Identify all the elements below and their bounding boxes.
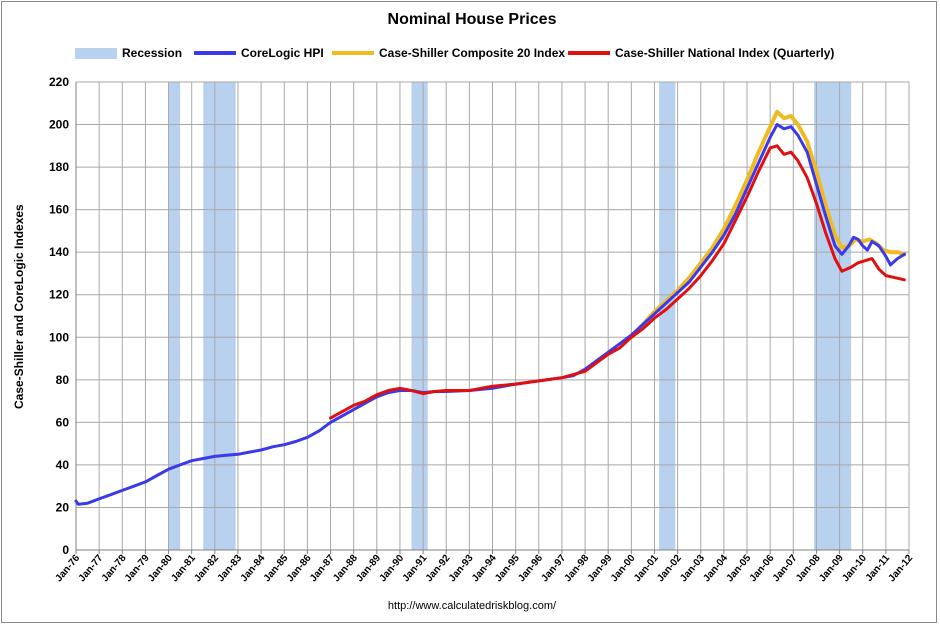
y-tick-label: 100 [49, 330, 69, 344]
y-tick-label: 20 [56, 500, 70, 514]
series-line-corelogic-hpi [74, 123, 906, 506]
legend-item-cs20: Case-Shiller Composite 20 Index [332, 46, 565, 60]
legend-item-csnational: Case-Shiller National Index (Quarterly) [568, 46, 834, 60]
legend-label-csnational: Case-Shiller National Index (Quarterly) [615, 46, 835, 60]
recession-band-1 [203, 82, 236, 550]
y-tick-label: 80 [56, 373, 70, 387]
y-tick-label: 40 [56, 458, 70, 472]
legend-item-corelogic: CoreLogic HPI [194, 46, 324, 60]
y-tick-label: 0 [62, 543, 69, 557]
legend-label-cs20: Case-Shiller Composite 20 Index [379, 46, 566, 60]
x-tick-label: Jan-12 [887, 553, 916, 585]
legend-label-corelogic: CoreLogic HPI [241, 46, 324, 60]
y-tick-label: 180 [49, 160, 69, 174]
series-line-case-shiller-national-index-quarterly- [329, 144, 906, 420]
legend-swatch-csnational [568, 51, 610, 55]
recession-band-0 [168, 82, 181, 550]
y-tick-label: 220 [49, 75, 69, 89]
chart-title: Nominal House Prices [387, 11, 557, 28]
recession-band-3 [659, 82, 676, 550]
y-tick-label: 160 [49, 203, 69, 217]
y-tick-label: 60 [56, 415, 70, 429]
recession-band-2 [411, 82, 428, 550]
legend-swatch-recession [75, 47, 117, 59]
legend-swatch-cs20 [332, 51, 374, 55]
recession-band-4 [814, 82, 852, 550]
source-url: http://www.calculatedriskblog.com/ [387, 600, 557, 612]
y-tick-label: 120 [49, 288, 69, 302]
series-line-case-shiller-composite-20-index [629, 109, 907, 340]
x-tick-label: Jan-10 [840, 553, 869, 585]
y-tick-label: 140 [49, 245, 69, 259]
legend-swatch-corelogic [194, 51, 236, 55]
legend-item-recession: Recession [75, 46, 182, 60]
legend-label-recession: Recession [122, 46, 183, 60]
y-tick-label: 200 [49, 118, 69, 132]
